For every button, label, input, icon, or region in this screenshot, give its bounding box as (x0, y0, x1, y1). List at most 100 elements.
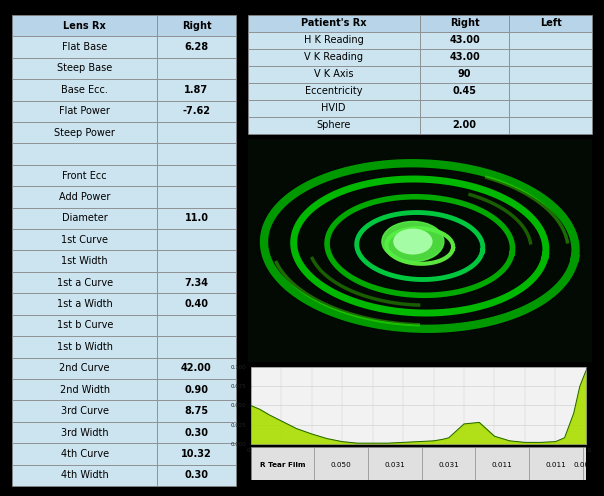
Text: 0.90: 0.90 (184, 385, 208, 395)
Text: Sphere: Sphere (316, 121, 351, 130)
FancyBboxPatch shape (248, 66, 420, 83)
FancyBboxPatch shape (248, 100, 420, 117)
FancyBboxPatch shape (12, 422, 157, 443)
FancyBboxPatch shape (12, 101, 157, 122)
Text: R Tear Film: R Tear Film (260, 462, 305, 468)
Text: 0.031: 0.031 (384, 462, 405, 468)
Text: Right: Right (182, 21, 211, 31)
Circle shape (382, 221, 444, 261)
FancyBboxPatch shape (231, 128, 604, 373)
Polygon shape (349, 208, 490, 284)
FancyBboxPatch shape (157, 272, 236, 293)
FancyBboxPatch shape (420, 83, 509, 100)
FancyBboxPatch shape (12, 272, 157, 293)
Text: 1st b Curve: 1st b Curve (57, 320, 113, 330)
FancyBboxPatch shape (157, 379, 236, 400)
FancyBboxPatch shape (157, 465, 236, 486)
FancyBboxPatch shape (157, 15, 236, 36)
FancyBboxPatch shape (12, 208, 157, 229)
FancyBboxPatch shape (509, 100, 592, 117)
FancyBboxPatch shape (157, 229, 236, 250)
Text: 0.011: 0.011 (492, 462, 512, 468)
FancyBboxPatch shape (12, 36, 157, 58)
Text: 0.40: 0.40 (184, 299, 208, 309)
FancyBboxPatch shape (157, 336, 236, 358)
FancyBboxPatch shape (12, 250, 157, 272)
Text: 8.75: 8.75 (184, 406, 208, 416)
FancyBboxPatch shape (157, 315, 236, 336)
Text: 1st Curve: 1st Curve (61, 235, 108, 245)
Text: 2nd Width: 2nd Width (60, 385, 110, 395)
FancyBboxPatch shape (157, 165, 236, 186)
FancyBboxPatch shape (157, 122, 236, 143)
Text: 10.32: 10.32 (181, 449, 212, 459)
FancyBboxPatch shape (12, 79, 157, 101)
FancyBboxPatch shape (509, 117, 592, 134)
Polygon shape (257, 159, 583, 333)
Text: 1.87: 1.87 (184, 85, 208, 95)
Polygon shape (320, 193, 520, 299)
FancyBboxPatch shape (157, 143, 236, 165)
Text: H K Reading: H K Reading (304, 35, 364, 46)
Text: Right: Right (450, 18, 480, 28)
Circle shape (394, 229, 432, 254)
Text: Steep Base: Steep Base (57, 63, 112, 73)
FancyBboxPatch shape (157, 58, 236, 79)
FancyBboxPatch shape (509, 49, 592, 66)
Text: V K Reading: V K Reading (304, 53, 363, 62)
FancyBboxPatch shape (12, 143, 157, 165)
Polygon shape (286, 175, 553, 317)
FancyBboxPatch shape (157, 250, 236, 272)
FancyBboxPatch shape (12, 15, 157, 36)
FancyBboxPatch shape (157, 208, 236, 229)
Text: 1st a Width: 1st a Width (57, 299, 112, 309)
FancyBboxPatch shape (420, 32, 509, 49)
Text: 0.45: 0.45 (452, 86, 477, 96)
Text: HVID: HVID (321, 103, 346, 114)
FancyBboxPatch shape (12, 400, 157, 422)
FancyBboxPatch shape (157, 358, 236, 379)
FancyBboxPatch shape (509, 83, 592, 100)
FancyBboxPatch shape (420, 15, 509, 32)
FancyBboxPatch shape (157, 422, 236, 443)
Text: 1st b Width: 1st b Width (57, 342, 113, 352)
Text: 90: 90 (458, 69, 471, 79)
FancyBboxPatch shape (12, 293, 157, 315)
Text: 0.031: 0.031 (438, 462, 459, 468)
FancyBboxPatch shape (12, 465, 157, 486)
Text: -7.62: -7.62 (182, 106, 210, 116)
FancyBboxPatch shape (509, 15, 592, 32)
FancyBboxPatch shape (157, 293, 236, 315)
Text: 3rd Curve: 3rd Curve (61, 406, 109, 416)
FancyBboxPatch shape (509, 32, 592, 49)
Text: Steep Power: Steep Power (54, 127, 115, 138)
FancyBboxPatch shape (248, 117, 420, 134)
FancyBboxPatch shape (12, 229, 157, 250)
Text: Diameter: Diameter (62, 213, 108, 223)
FancyBboxPatch shape (251, 447, 586, 480)
FancyBboxPatch shape (157, 79, 236, 101)
Text: Add Power: Add Power (59, 192, 111, 202)
FancyBboxPatch shape (12, 358, 157, 379)
Text: Eccentricity: Eccentricity (305, 86, 362, 96)
Text: Base Ecc.: Base Ecc. (61, 85, 108, 95)
Text: 42.00: 42.00 (181, 363, 212, 373)
Text: 1st Width: 1st Width (62, 256, 108, 266)
FancyBboxPatch shape (157, 186, 236, 208)
Text: 0.30: 0.30 (184, 470, 208, 480)
FancyBboxPatch shape (157, 36, 236, 58)
FancyBboxPatch shape (248, 15, 420, 32)
FancyBboxPatch shape (12, 336, 157, 358)
Text: 1st a Curve: 1st a Curve (57, 278, 113, 288)
FancyBboxPatch shape (420, 117, 509, 134)
FancyBboxPatch shape (157, 400, 236, 422)
Text: V K Axis: V K Axis (314, 69, 353, 79)
Text: Flat Base: Flat Base (62, 42, 108, 52)
Text: 0.011: 0.011 (545, 462, 566, 468)
Text: 0.001: 0.001 (574, 462, 594, 468)
FancyBboxPatch shape (12, 443, 157, 465)
Text: Front Ecc: Front Ecc (62, 171, 107, 181)
Text: 7.34: 7.34 (184, 278, 208, 288)
Text: Patient's Rx: Patient's Rx (301, 18, 367, 28)
FancyBboxPatch shape (157, 443, 236, 465)
